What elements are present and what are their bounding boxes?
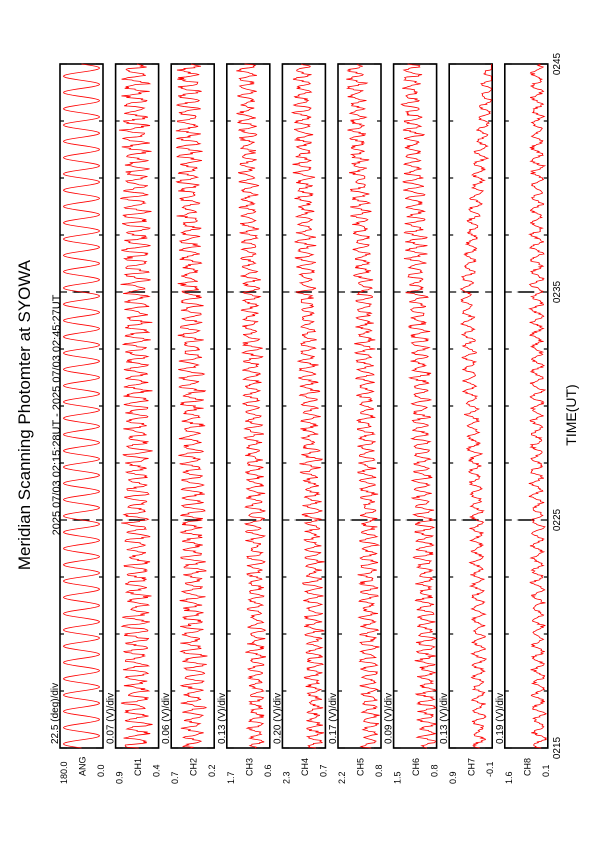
y-top-label: 0.7 xyxy=(170,771,180,784)
series-line xyxy=(346,63,381,749)
y-top-label: 180.0 xyxy=(59,761,69,784)
series-line xyxy=(528,63,548,749)
panel-ch3: 0.13 (V)/div 1.7 CH3 0.6 xyxy=(217,63,273,784)
series-line xyxy=(118,63,153,749)
series-line xyxy=(400,63,437,749)
x-tick-label: 0215 xyxy=(552,736,563,759)
panel-frame xyxy=(503,63,549,749)
panel-name: CH1 xyxy=(133,758,143,776)
panel-ch4: 0.20 (V)/div 2.3 CH4 0.7 xyxy=(272,63,328,784)
chart-subtitle: 2025 07/03 02:15:28UT - 2025 07/03 02:45… xyxy=(51,294,63,535)
panel-name: CH3 xyxy=(244,758,254,776)
series-line xyxy=(175,63,208,749)
div-label: 22.5 (deg)/div xyxy=(50,683,61,744)
div-label: 0.09 (V)/div xyxy=(384,693,395,744)
y-top-label: 1.7 xyxy=(226,771,236,784)
y-top-label: 0.9 xyxy=(115,771,125,784)
panel-name: CH6 xyxy=(411,758,421,776)
y-bottom-label: 0.2 xyxy=(207,764,217,777)
panel-ch1: 0.07 (V)/div 0.9 CH1 0.4 xyxy=(106,63,162,784)
panel-name: CH4 xyxy=(300,758,310,776)
panel-frame xyxy=(337,63,382,749)
chart-title: Meridian Scanning Photomter at SYOWA xyxy=(15,259,34,570)
y-top-label: 1.6 xyxy=(504,771,514,784)
panel-name: CH8 xyxy=(522,758,532,776)
x-tick-labels: 0215 0225 0235 0245 xyxy=(552,52,563,759)
panel-name: ANG xyxy=(78,756,88,776)
panel-ang: 22.5 (deg)/div 180.0 ANG 0.0 xyxy=(50,63,106,784)
x-axis-label: TIME(UT) xyxy=(563,384,579,445)
y-top-label: 2.3 xyxy=(281,771,291,784)
series-line xyxy=(459,64,492,749)
div-label: 0.19 (V)/div xyxy=(495,693,506,744)
x-tick-label: 0235 xyxy=(552,280,563,303)
x-tick-label: 0245 xyxy=(552,52,563,75)
y-bottom-label: 0.4 xyxy=(152,764,162,777)
y-bottom-label: 0.1 xyxy=(541,764,551,777)
y-bottom-label: 0.0 xyxy=(96,764,106,777)
div-label: 0.06 (V)/div xyxy=(161,693,172,744)
y-bottom-label: 0.8 xyxy=(374,764,384,777)
div-label: 0.13 (V)/div xyxy=(439,693,450,744)
panel-ch7: 0.13 (V)/div 0.9 CH7 -0.1 xyxy=(439,63,495,784)
y-bottom-label: 0.6 xyxy=(263,764,273,777)
y-top-label: 1.5 xyxy=(393,771,403,784)
y-bottom-label: -0.1 xyxy=(485,761,495,777)
series-line xyxy=(62,63,101,749)
panel-name: CH2 xyxy=(189,758,199,776)
div-label: 0.07 (V)/div xyxy=(106,693,117,744)
y-bottom-label: 0.7 xyxy=(318,764,328,777)
div-label: 0.13 (V)/div xyxy=(217,693,228,744)
series-line xyxy=(290,63,325,749)
panels: 22.5 (deg)/div 180.0 ANG 0.0 0.07 (V)/div 0.9… xyxy=(50,63,551,784)
div-label: 0.20 (V)/div xyxy=(272,693,283,744)
panel-ch6: 0.09 (V)/div 1.5 CH6 0.8 xyxy=(384,63,440,784)
panel-ch8: 0.19 (V)/div 1.6 CH8 0.1 xyxy=(495,63,551,784)
series-line xyxy=(236,63,267,749)
y-top-label: 2.2 xyxy=(337,771,347,784)
div-label: 0.17 (V)/div xyxy=(328,693,339,744)
panel-ch2: 0.06 (V)/div 0.7 CH2 0.2 xyxy=(161,63,217,784)
x-tick-label: 0225 xyxy=(552,508,563,531)
panel-name: CH7 xyxy=(467,758,477,776)
y-top-label: 0.9 xyxy=(448,771,458,784)
panel-ch5: 0.17 (V)/div 2.2 CH5 0.8 xyxy=(328,63,384,784)
panel-name: CH5 xyxy=(356,758,366,776)
y-bottom-label: 0.8 xyxy=(430,764,440,777)
